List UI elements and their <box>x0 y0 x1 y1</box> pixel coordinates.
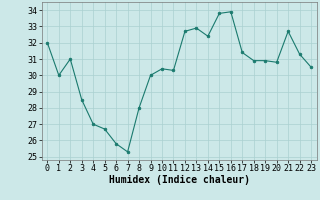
X-axis label: Humidex (Indice chaleur): Humidex (Indice chaleur) <box>109 175 250 185</box>
